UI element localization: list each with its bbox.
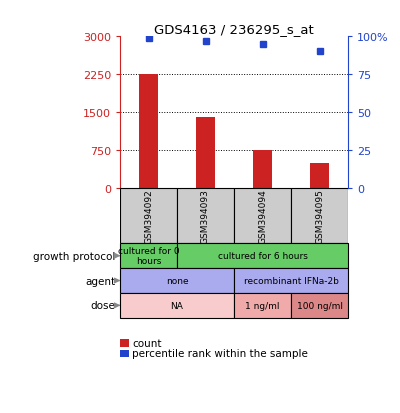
Text: recombinant IFNa-2b: recombinant IFNa-2b xyxy=(244,276,338,285)
Bar xyxy=(196,118,216,189)
Title: GDS4163 / 236295_s_at: GDS4163 / 236295_s_at xyxy=(154,23,314,36)
Text: agent: agent xyxy=(85,276,116,286)
Bar xyxy=(234,189,291,244)
Text: count: count xyxy=(132,338,162,348)
Text: GSM394092: GSM394092 xyxy=(144,189,153,243)
Text: GSM394094: GSM394094 xyxy=(258,189,267,243)
Bar xyxy=(120,268,234,293)
Text: cultured for 0
hours: cultured for 0 hours xyxy=(118,247,179,266)
Bar xyxy=(291,293,348,318)
Bar xyxy=(120,189,177,244)
Text: GSM394093: GSM394093 xyxy=(201,189,210,244)
Bar xyxy=(120,293,234,318)
Text: growth protocol: growth protocol xyxy=(33,251,116,261)
Bar xyxy=(252,151,272,189)
Bar xyxy=(177,189,234,244)
Bar xyxy=(234,268,348,293)
Bar xyxy=(120,244,177,268)
Text: cultured for 6 hours: cultured for 6 hours xyxy=(218,252,308,261)
Bar xyxy=(138,75,158,189)
Bar xyxy=(234,293,291,318)
Bar xyxy=(291,189,348,244)
Text: 100 ng/ml: 100 ng/ml xyxy=(296,301,342,310)
Text: percentile rank within the sample: percentile rank within the sample xyxy=(132,349,308,358)
Bar xyxy=(310,164,330,189)
Text: 1 ng/ml: 1 ng/ml xyxy=(245,301,280,310)
Text: NA: NA xyxy=(170,301,184,310)
Text: GSM394095: GSM394095 xyxy=(315,189,324,244)
Bar xyxy=(177,244,348,268)
Text: dose: dose xyxy=(90,301,116,311)
Text: none: none xyxy=(166,276,188,285)
